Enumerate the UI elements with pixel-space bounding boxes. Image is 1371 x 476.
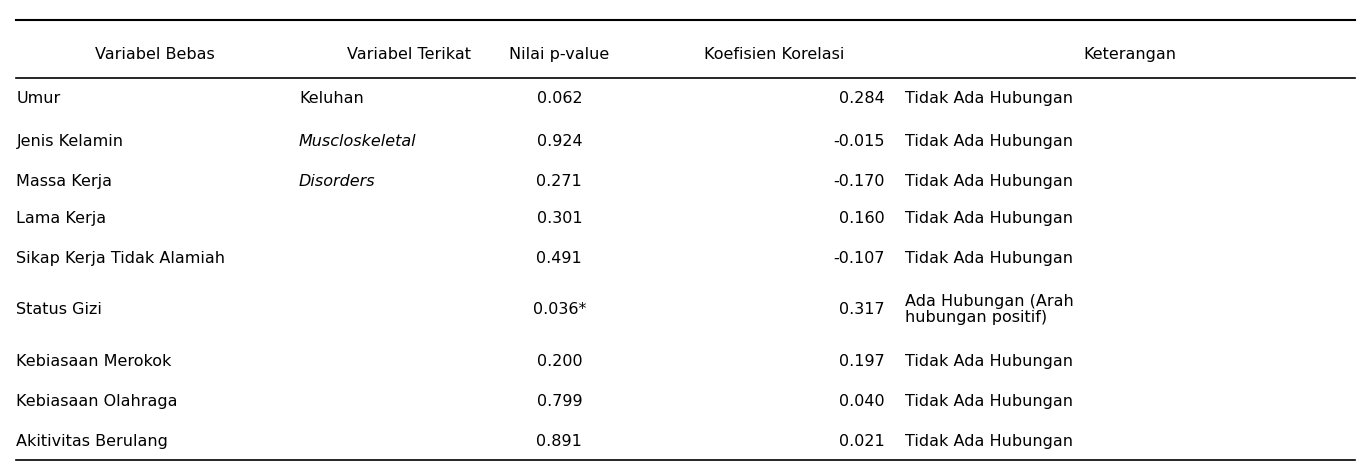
Text: Variabel Bebas: Variabel Bebas: [95, 47, 215, 62]
Text: Jenis Kelamin: Jenis Kelamin: [16, 134, 123, 149]
Text: Keterangan: Keterangan: [1083, 47, 1176, 62]
Text: Tidak Ada Hubungan: Tidak Ada Hubungan: [905, 173, 1073, 188]
Text: Tidak Ada Hubungan: Tidak Ada Hubungan: [905, 393, 1073, 408]
Text: 0.200: 0.200: [536, 353, 583, 368]
Text: Tidak Ada Hubungan: Tidak Ada Hubungan: [905, 91, 1073, 106]
Text: Ada Hubungan (Arah: Ada Hubungan (Arah: [905, 294, 1073, 309]
Text: 0.062: 0.062: [536, 91, 583, 106]
Text: Tidak Ada Hubungan: Tidak Ada Hubungan: [905, 250, 1073, 265]
Text: 0.284: 0.284: [839, 91, 884, 106]
Text: Kebiasaan Merokok: Kebiasaan Merokok: [16, 353, 171, 368]
Text: Tidak Ada Hubungan: Tidak Ada Hubungan: [905, 134, 1073, 149]
Text: hubungan positif): hubungan positif): [905, 309, 1047, 325]
Text: 0.271: 0.271: [536, 173, 583, 188]
Text: Tidak Ada Hubungan: Tidak Ada Hubungan: [905, 433, 1073, 448]
Text: 0.924: 0.924: [536, 134, 583, 149]
Text: Lama Kerja: Lama Kerja: [16, 210, 107, 225]
Text: Nilai p-value: Nilai p-value: [509, 47, 610, 62]
Text: 0.040: 0.040: [839, 393, 884, 408]
Text: Akitivitas Berulang: Akitivitas Berulang: [16, 433, 169, 448]
Text: Keluhan: Keluhan: [299, 91, 363, 106]
Text: 0.491: 0.491: [536, 250, 583, 265]
Text: Tidak Ada Hubungan: Tidak Ada Hubungan: [905, 353, 1073, 368]
Text: Variabel Terikat: Variabel Terikat: [347, 47, 470, 62]
Text: 0.301: 0.301: [536, 210, 583, 225]
Text: Sikap Kerja Tidak Alamiah: Sikap Kerja Tidak Alamiah: [16, 250, 225, 265]
Text: 0.799: 0.799: [536, 393, 583, 408]
Text: Muscloskeletal: Muscloskeletal: [299, 134, 417, 149]
Text: 0.021: 0.021: [839, 433, 884, 448]
Text: -0.107: -0.107: [832, 250, 884, 265]
Text: Status Gizi: Status Gizi: [16, 302, 103, 317]
Text: Umur: Umur: [16, 91, 60, 106]
Text: 0.317: 0.317: [839, 302, 884, 317]
Text: Tidak Ada Hubungan: Tidak Ada Hubungan: [905, 210, 1073, 225]
Text: Massa Kerja: Massa Kerja: [16, 173, 112, 188]
Text: -0.170: -0.170: [832, 173, 884, 188]
Text: 0.160: 0.160: [839, 210, 884, 225]
Text: Koefisien Korelasi: Koefisien Korelasi: [705, 47, 845, 62]
Text: 0.891: 0.891: [536, 433, 583, 448]
Text: -0.015: -0.015: [832, 134, 884, 149]
Text: Kebiasaan Olahraga: Kebiasaan Olahraga: [16, 393, 178, 408]
Text: 0.197: 0.197: [839, 353, 884, 368]
Text: Disorders: Disorders: [299, 173, 376, 188]
Text: 0.036*: 0.036*: [533, 302, 585, 317]
